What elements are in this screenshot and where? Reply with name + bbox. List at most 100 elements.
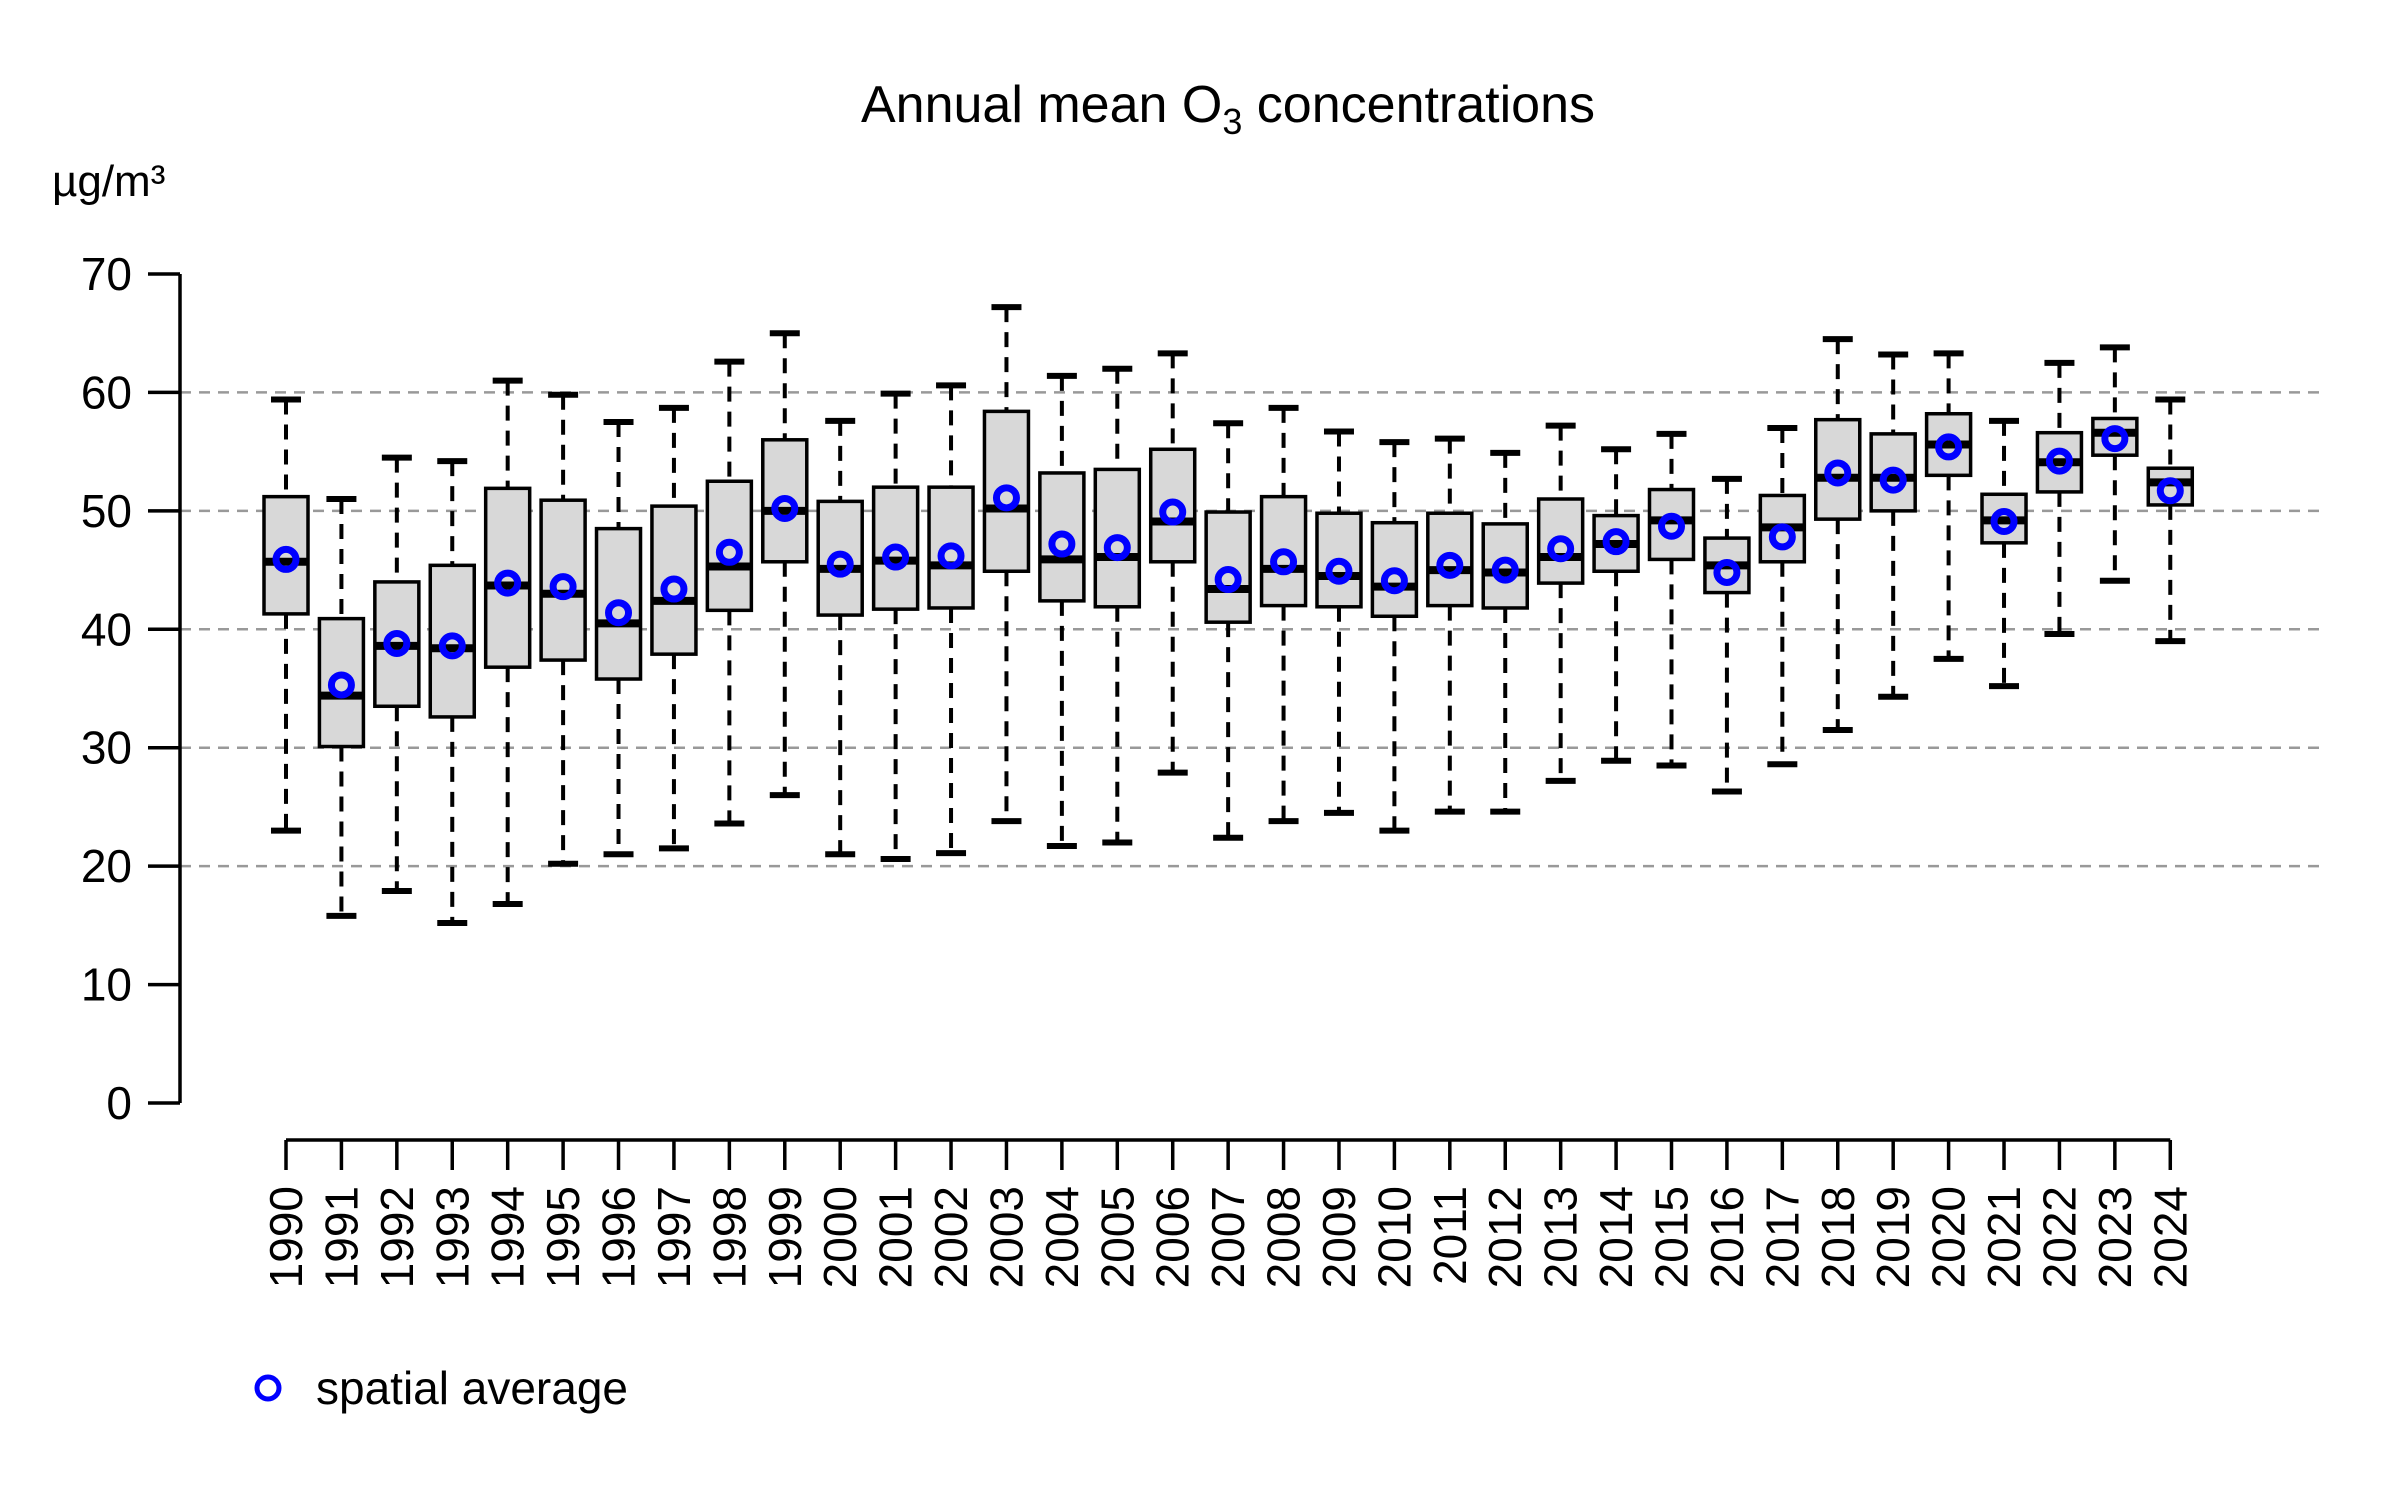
x-tick-label-2004: 2004	[1036, 1186, 1088, 1288]
y-tick-label-30: 30	[81, 722, 132, 774]
x-tick-label-2021: 2021	[1978, 1186, 2030, 1288]
x-tick-label-2008: 2008	[1258, 1186, 1310, 1288]
legend: spatial average	[254, 1362, 628, 1414]
boxplot-2012	[1481, 449, 1529, 815]
mean-circle	[771, 494, 799, 522]
x-tick-label-1996: 1996	[593, 1186, 645, 1288]
x-tick-label-2016: 2016	[1701, 1186, 1753, 1288]
mean-circle	[438, 632, 466, 660]
x-tick-label-2019: 2019	[1867, 1186, 1919, 1288]
legend-open-circle-icon	[254, 1374, 282, 1402]
y-tick-label-70: 70	[81, 248, 132, 300]
mean-circle	[660, 575, 688, 603]
x-tick-label-1992: 1992	[371, 1186, 423, 1288]
x-tick-label-2018: 2018	[1812, 1186, 1864, 1288]
y-tick-label-50: 50	[81, 485, 132, 537]
mean-circle	[1270, 548, 1298, 576]
box-iqr	[539, 498, 587, 662]
mean-circle	[605, 599, 633, 627]
boxplot-2021	[1980, 417, 2028, 690]
mean-circle	[1879, 466, 1907, 494]
boxplot-2022	[2035, 359, 2084, 638]
mean-circle	[1602, 528, 1630, 556]
boxplot-2007	[1204, 420, 1252, 841]
mean-circle	[1713, 558, 1741, 586]
boxplot-2015	[1647, 430, 1696, 769]
x-tick-label-2011: 2011	[1424, 1186, 1476, 1285]
x-tick-label-2022: 2022	[2033, 1186, 2085, 1288]
boxplot-2005	[1093, 365, 1142, 846]
x-tick-label-1999: 1999	[759, 1186, 811, 1288]
boxplot-2020	[1924, 350, 1973, 662]
boxplot-1990	[262, 396, 310, 834]
boxplot-1998	[705, 358, 754, 827]
boxplot-1999	[761, 330, 809, 799]
mean-circle	[2045, 447, 2073, 475]
mean-circle	[1547, 535, 1575, 563]
y-tick-label-60: 60	[81, 366, 132, 418]
x-tick-label-1998: 1998	[703, 1186, 755, 1288]
boxplot-2019	[1869, 351, 1917, 700]
mean-circle	[1436, 551, 1464, 579]
mean-circle	[1214, 566, 1242, 594]
box-iqr	[483, 486, 532, 669]
x-tick-label-2006: 2006	[1147, 1186, 1199, 1288]
mean-circle	[715, 538, 743, 566]
y-tick-label-20: 20	[81, 840, 132, 892]
x-tick-label-2020: 2020	[1923, 1186, 1975, 1288]
mean-circle	[1048, 530, 1076, 558]
legend-label: spatial average	[316, 1362, 628, 1414]
box-iqr	[871, 485, 920, 611]
chart-title-subscript: 3	[1222, 101, 1242, 142]
boxplot-1996	[594, 419, 643, 858]
boxplot-2014	[1592, 446, 1640, 764]
boxplot-2006	[1148, 350, 1197, 776]
mean-circle	[2101, 425, 2129, 453]
mean-circle	[826, 550, 854, 578]
boxplot-2013	[1536, 422, 1585, 784]
boxplot-2004	[1038, 372, 1086, 850]
x-tick-label-2007: 2007	[1202, 1186, 1254, 1288]
box-iqr	[317, 616, 366, 749]
mean-circle	[1491, 556, 1519, 584]
boxplot-2009	[1315, 428, 1363, 816]
boxplot-1994	[483, 377, 532, 908]
x-tick-label-2013: 2013	[1535, 1186, 1587, 1288]
mean-circle	[1935, 433, 1963, 461]
boxplots-layer	[262, 304, 2195, 926]
chart-title-prefix: Annual mean O	[861, 76, 1222, 134]
x-tick-label-2005: 2005	[1091, 1186, 1143, 1288]
y-axis-unit-label: µg/m³	[52, 157, 165, 206]
x-tick-label-2002: 2002	[925, 1186, 977, 1288]
box-iqr	[816, 499, 864, 617]
x-tick-label-1993: 1993	[426, 1186, 478, 1288]
mean-circle	[272, 545, 300, 573]
mean-circle	[2156, 477, 2184, 505]
boxplot-2018	[1814, 336, 1862, 733]
box-iqr	[1481, 522, 1529, 610]
x-tick-label-2017: 2017	[1756, 1186, 1808, 1288]
mean-circle	[1658, 512, 1685, 540]
boxplot-2001	[871, 390, 920, 863]
mean-circle	[937, 542, 965, 570]
chart-title-suffix: concentrations	[1242, 76, 1595, 134]
boxplot-1995	[539, 391, 587, 867]
y-tick-label-0: 0	[106, 1077, 132, 1129]
y-tick-label-10: 10	[81, 959, 132, 1011]
mean-circle	[882, 543, 910, 571]
mean-circle	[1325, 557, 1353, 585]
mean-circle	[383, 629, 411, 657]
x-tick-label-2009: 2009	[1313, 1186, 1365, 1288]
x-tick-label-2010: 2010	[1368, 1186, 1420, 1288]
box-iqr	[1647, 487, 1696, 562]
y-tick-label-40: 40	[81, 603, 132, 655]
box-iqr	[982, 409, 1031, 574]
box-iqr	[650, 504, 698, 656]
mean-circle	[327, 671, 355, 699]
mean-circle	[1103, 534, 1131, 562]
boxplot-1991	[317, 496, 366, 919]
mean-circle	[1380, 567, 1408, 595]
mean-circle	[1768, 523, 1796, 551]
